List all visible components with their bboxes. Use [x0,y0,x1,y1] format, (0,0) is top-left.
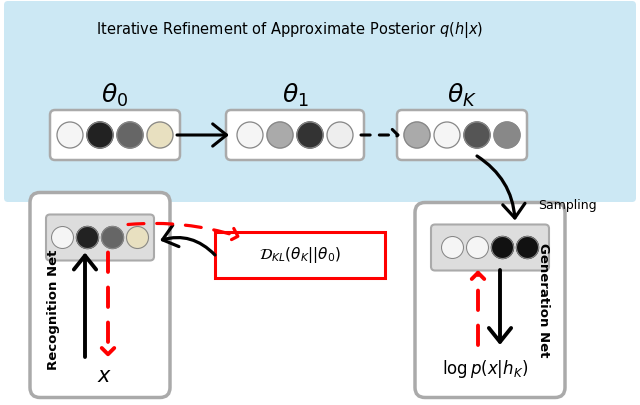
Circle shape [297,122,323,148]
Circle shape [467,237,488,258]
Circle shape [87,122,113,148]
FancyBboxPatch shape [431,224,549,271]
Circle shape [51,226,74,249]
Text: $\log p(x|h_K)$: $\log p(x|h_K)$ [442,358,528,381]
Text: $\mathcal{D}_{KL}(\theta_K||\theta_0)$: $\mathcal{D}_{KL}(\theta_K||\theta_0)$ [259,245,341,265]
FancyBboxPatch shape [226,110,364,160]
Circle shape [492,237,513,258]
Circle shape [494,122,520,148]
Circle shape [147,122,173,148]
Text: $\theta_0$: $\theta_0$ [101,81,129,109]
Text: Generation Net: Generation Net [536,243,550,357]
Circle shape [102,226,124,249]
Circle shape [404,122,430,148]
FancyBboxPatch shape [50,110,180,160]
Text: Recognition Net: Recognition Net [47,250,60,370]
FancyBboxPatch shape [215,232,385,278]
Circle shape [77,226,99,249]
FancyBboxPatch shape [415,202,565,397]
Text: Iterative Refinement of Approximate Posterior $q(h|x)$: Iterative Refinement of Approximate Post… [97,20,484,40]
Circle shape [237,122,263,148]
Circle shape [516,237,538,258]
Text: $\theta_K$: $\theta_K$ [447,81,477,109]
Circle shape [117,122,143,148]
Text: $\theta_1$: $\theta_1$ [282,81,308,109]
Circle shape [442,237,463,258]
FancyBboxPatch shape [30,192,170,397]
Circle shape [267,122,293,148]
Circle shape [434,122,460,148]
FancyBboxPatch shape [4,1,636,202]
FancyBboxPatch shape [397,110,527,160]
Text: Sampling: Sampling [538,198,596,211]
Circle shape [464,122,490,148]
Text: $x$: $x$ [97,365,113,386]
Circle shape [327,122,353,148]
FancyBboxPatch shape [46,215,154,260]
Circle shape [57,122,83,148]
Circle shape [127,226,148,249]
